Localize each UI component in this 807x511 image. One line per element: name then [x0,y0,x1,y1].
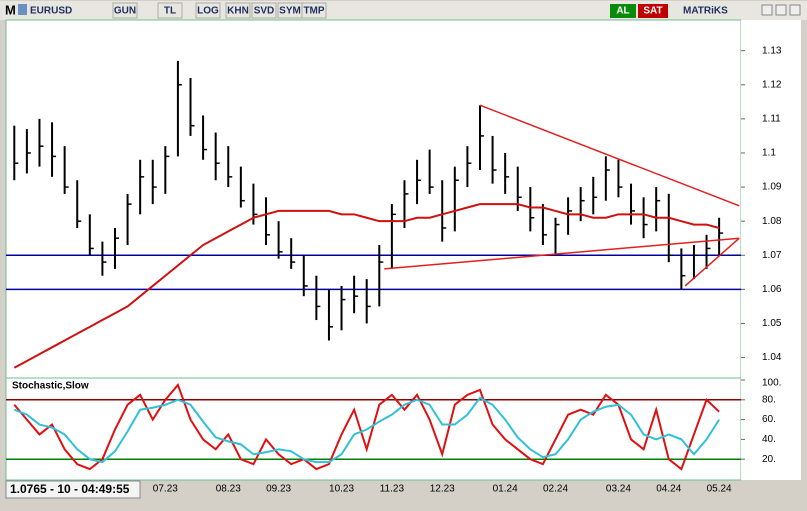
x-tick-label: 03.24 [606,484,631,495]
y-tick-label: 20. [762,454,776,465]
toolbar-button-label[interactable]: SVD [254,6,275,17]
status: 1.0765 - 10 - 04:49:55 [10,482,130,496]
y-tick-label: 80. [762,394,776,405]
symbol[interactable]: EURUSD [30,6,72,17]
trend-line [684,237,740,287]
toolbar-button[interactable] [301,2,327,19]
toolbar-button-label[interactable]: KHN [227,6,249,17]
minimize[interactable] [761,4,773,16]
trend-line [479,104,740,207]
y-tick-label: 1.09 [762,182,782,193]
y-tick-label: 1.04 [762,352,782,363]
y-tick-label: 1.05 [762,318,782,329]
y-tick-label: 1.08 [762,216,782,227]
x-tick-label: 07.23 [153,484,178,495]
toolbar-button-label[interactable]: GUN [114,6,136,17]
x-tick-label: 11.23 [380,484,405,495]
toolbar-button-label[interactable]: SYM [279,6,301,17]
stochastic-line [13,396,720,464]
x-tick-label: 10.23 [329,484,354,495]
toolbar-button[interactable] [225,2,251,19]
buy-label[interactable]: AL [616,6,629,17]
toolbar-button[interactable] [251,2,277,19]
y-tick-label: 60. [762,414,776,425]
y-tick-label: 1.06 [762,284,782,295]
menu[interactable]: M [5,2,16,17]
y-tick-label: 100. [762,378,781,389]
stochastic-line [13,382,720,471]
y-axis-area [741,20,801,480]
x-tick-label: 12.23 [430,484,455,495]
sell-button[interactable] [638,4,668,18]
sell-label[interactable]: SAT [643,6,662,17]
icon[interactable] [18,4,27,15]
status-box [5,480,141,499]
y-tick-label: 1.1 [762,148,776,159]
y-tick-label: 40. [762,434,776,445]
x-tick-label: 09.23 [266,484,291,495]
indicator-title: Stochastic,Slow [12,381,89,392]
moving-average [13,203,720,369]
toolbar-button-label[interactable]: LOG [197,6,219,17]
x-tick-label: 04.24 [656,484,681,495]
y-tick-label: 1.07 [762,250,782,261]
y-tick-label: 1.13 [762,45,782,56]
toolbar-button[interactable] [112,2,138,19]
close[interactable] [789,4,801,16]
y-tick-label: 1.11 [762,114,781,125]
x-tick-label: 08.23 [216,484,241,495]
toolbar-button-label[interactable]: TL [164,6,176,17]
toolbar-button[interactable] [195,2,221,19]
trend-line [384,237,740,270]
toolbar-button[interactable] [157,2,183,19]
x-tick-label: 05.24 [707,484,732,495]
x-tick-label: 01.24 [493,484,518,495]
maximize[interactable] [775,4,787,16]
x-tick-label: 02.24 [543,484,568,495]
y-tick-label: 1.12 [762,79,782,90]
brand: MATRiKS [683,6,728,17]
buy-button[interactable] [610,4,636,18]
toolbar-button-label[interactable]: TMP [303,6,324,17]
